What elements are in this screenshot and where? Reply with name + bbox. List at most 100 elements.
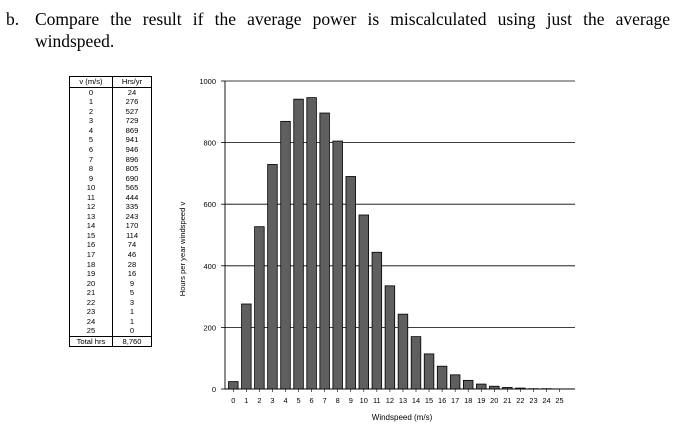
x-tick-label: 21	[503, 396, 511, 405]
bar	[462, 379, 474, 390]
table-row: 0 24	[69, 87, 152, 98]
cell-hours: 243	[112, 211, 152, 222]
x-tick-label: 24	[542, 396, 550, 405]
bar	[241, 303, 252, 390]
bar	[280, 120, 291, 390]
cell-hours: 170	[112, 221, 152, 231]
table-row: 24 1	[69, 316, 152, 327]
x-tick-label: 23	[529, 396, 537, 405]
cell-hours: 1	[112, 307, 152, 317]
cell-windspeed: 18	[69, 259, 113, 269]
bar	[228, 381, 239, 390]
bar	[515, 387, 526, 390]
total-label: Total hrs	[69, 335, 113, 348]
x-tick-label: 10	[360, 396, 368, 405]
cell-windspeed: 23	[69, 307, 113, 317]
question-marker: b.	[6, 9, 20, 29]
y-tick-label: 200	[203, 323, 216, 332]
x-tick-label: 16	[438, 396, 446, 405]
cell-windspeed: 16	[69, 240, 113, 250]
table-row: 7 896	[69, 154, 152, 164]
cell-hours: 5	[112, 288, 152, 298]
table-total-row: Total hrs 8,760	[69, 335, 152, 348]
table-row: 18 28	[69, 259, 152, 269]
bar	[254, 226, 265, 390]
x-axis-label: Windspeed (m/s)	[372, 413, 433, 422]
x-tick-label: 0	[231, 396, 235, 405]
bar	[489, 385, 500, 390]
table-row: 16 74	[69, 240, 152, 250]
cell-windspeed: 17	[69, 249, 113, 260]
cell-hours: 46	[112, 249, 152, 260]
x-tick-label: 14	[412, 396, 420, 405]
table-row: 25 0	[69, 326, 152, 337]
x-tick-label: 11	[373, 396, 381, 405]
cell-windspeed: 20	[69, 278, 113, 289]
bar	[267, 164, 278, 390]
bar	[423, 353, 435, 390]
cell-windspeed: 24	[69, 316, 113, 327]
cell-windspeed: 2	[69, 106, 113, 117]
table-body: 0 24 1 276 2 527 3 729 4 869 5 941 6 946 7 896 8 805 9 690 1…	[69, 87, 152, 337]
cell-windspeed: 10	[69, 183, 113, 193]
cell-windspeed: 0	[69, 87, 113, 98]
cell-windspeed: 8	[69, 163, 113, 174]
cell-hours: 565	[112, 183, 152, 193]
x-tick-label: 17	[451, 396, 459, 405]
bar	[293, 98, 304, 390]
table-row: 19 16	[69, 268, 152, 279]
cell-hours: 3	[112, 297, 152, 308]
cell-windspeed: 4	[69, 125, 113, 136]
y-tick-label: 600	[203, 200, 216, 209]
x-tick-label: 6	[310, 396, 314, 405]
table-row: 5 941	[69, 135, 152, 145]
x-tick-label: 25	[555, 396, 563, 405]
cell-windspeed: 12	[69, 202, 113, 212]
table-row: 13 243	[69, 211, 152, 222]
table-row: 17 46	[69, 249, 152, 260]
x-tick-label: 19	[477, 396, 485, 405]
bar	[397, 313, 409, 390]
total-value: 8,760	[112, 335, 152, 348]
bar	[345, 176, 356, 390]
cell-windspeed: 9	[69, 173, 113, 184]
bar	[358, 214, 370, 390]
cell-hours: 1	[112, 316, 152, 327]
bar	[502, 387, 513, 390]
x-tick-label: 20	[490, 396, 498, 405]
cell-windspeed: 5	[69, 135, 113, 145]
y-tick-label: 0	[212, 385, 216, 394]
windspeed-table: v (m/s) Hrs/yr 0 24 1 276 2 527 3 729 4 869 5 941 6 9…	[69, 76, 152, 348]
x-tick-label: 4	[283, 396, 287, 405]
table-row: 12 335	[69, 202, 152, 212]
cell-windspeed: 11	[69, 192, 113, 203]
table-row: 22 3	[69, 297, 152, 308]
question-text: Compare the result if the average power …	[35, 9, 670, 51]
cell-hours: 276	[112, 97, 152, 107]
x-tick-label: 12	[386, 396, 394, 405]
bar	[384, 285, 396, 390]
bar	[371, 251, 383, 390]
cell-windspeed: 14	[69, 221, 113, 231]
table-row: 3 729	[69, 116, 152, 126]
cell-hours: 9	[112, 278, 152, 289]
cell-windspeed: 15	[69, 230, 113, 241]
bar	[476, 383, 487, 390]
cell-hours: 729	[112, 116, 152, 126]
table-row: 8 805	[69, 163, 152, 174]
bar	[306, 97, 317, 390]
x-tick-label: 15	[425, 396, 433, 405]
table-row: 23 1	[69, 307, 152, 317]
cell-hours: 24	[112, 87, 152, 98]
table-row: 9 690	[69, 173, 152, 184]
x-tick-label: 9	[349, 396, 353, 405]
header-hours: Hrs/yr	[112, 76, 152, 88]
cell-hours: 896	[112, 154, 152, 164]
y-tick-label: 400	[203, 262, 216, 271]
question-b: b. Compare the result if the average pow…	[6, 8, 670, 52]
cell-hours: 941	[112, 135, 152, 145]
bar	[332, 140, 343, 390]
cell-hours: 74	[112, 240, 152, 250]
x-tick-label: 18	[464, 396, 472, 405]
